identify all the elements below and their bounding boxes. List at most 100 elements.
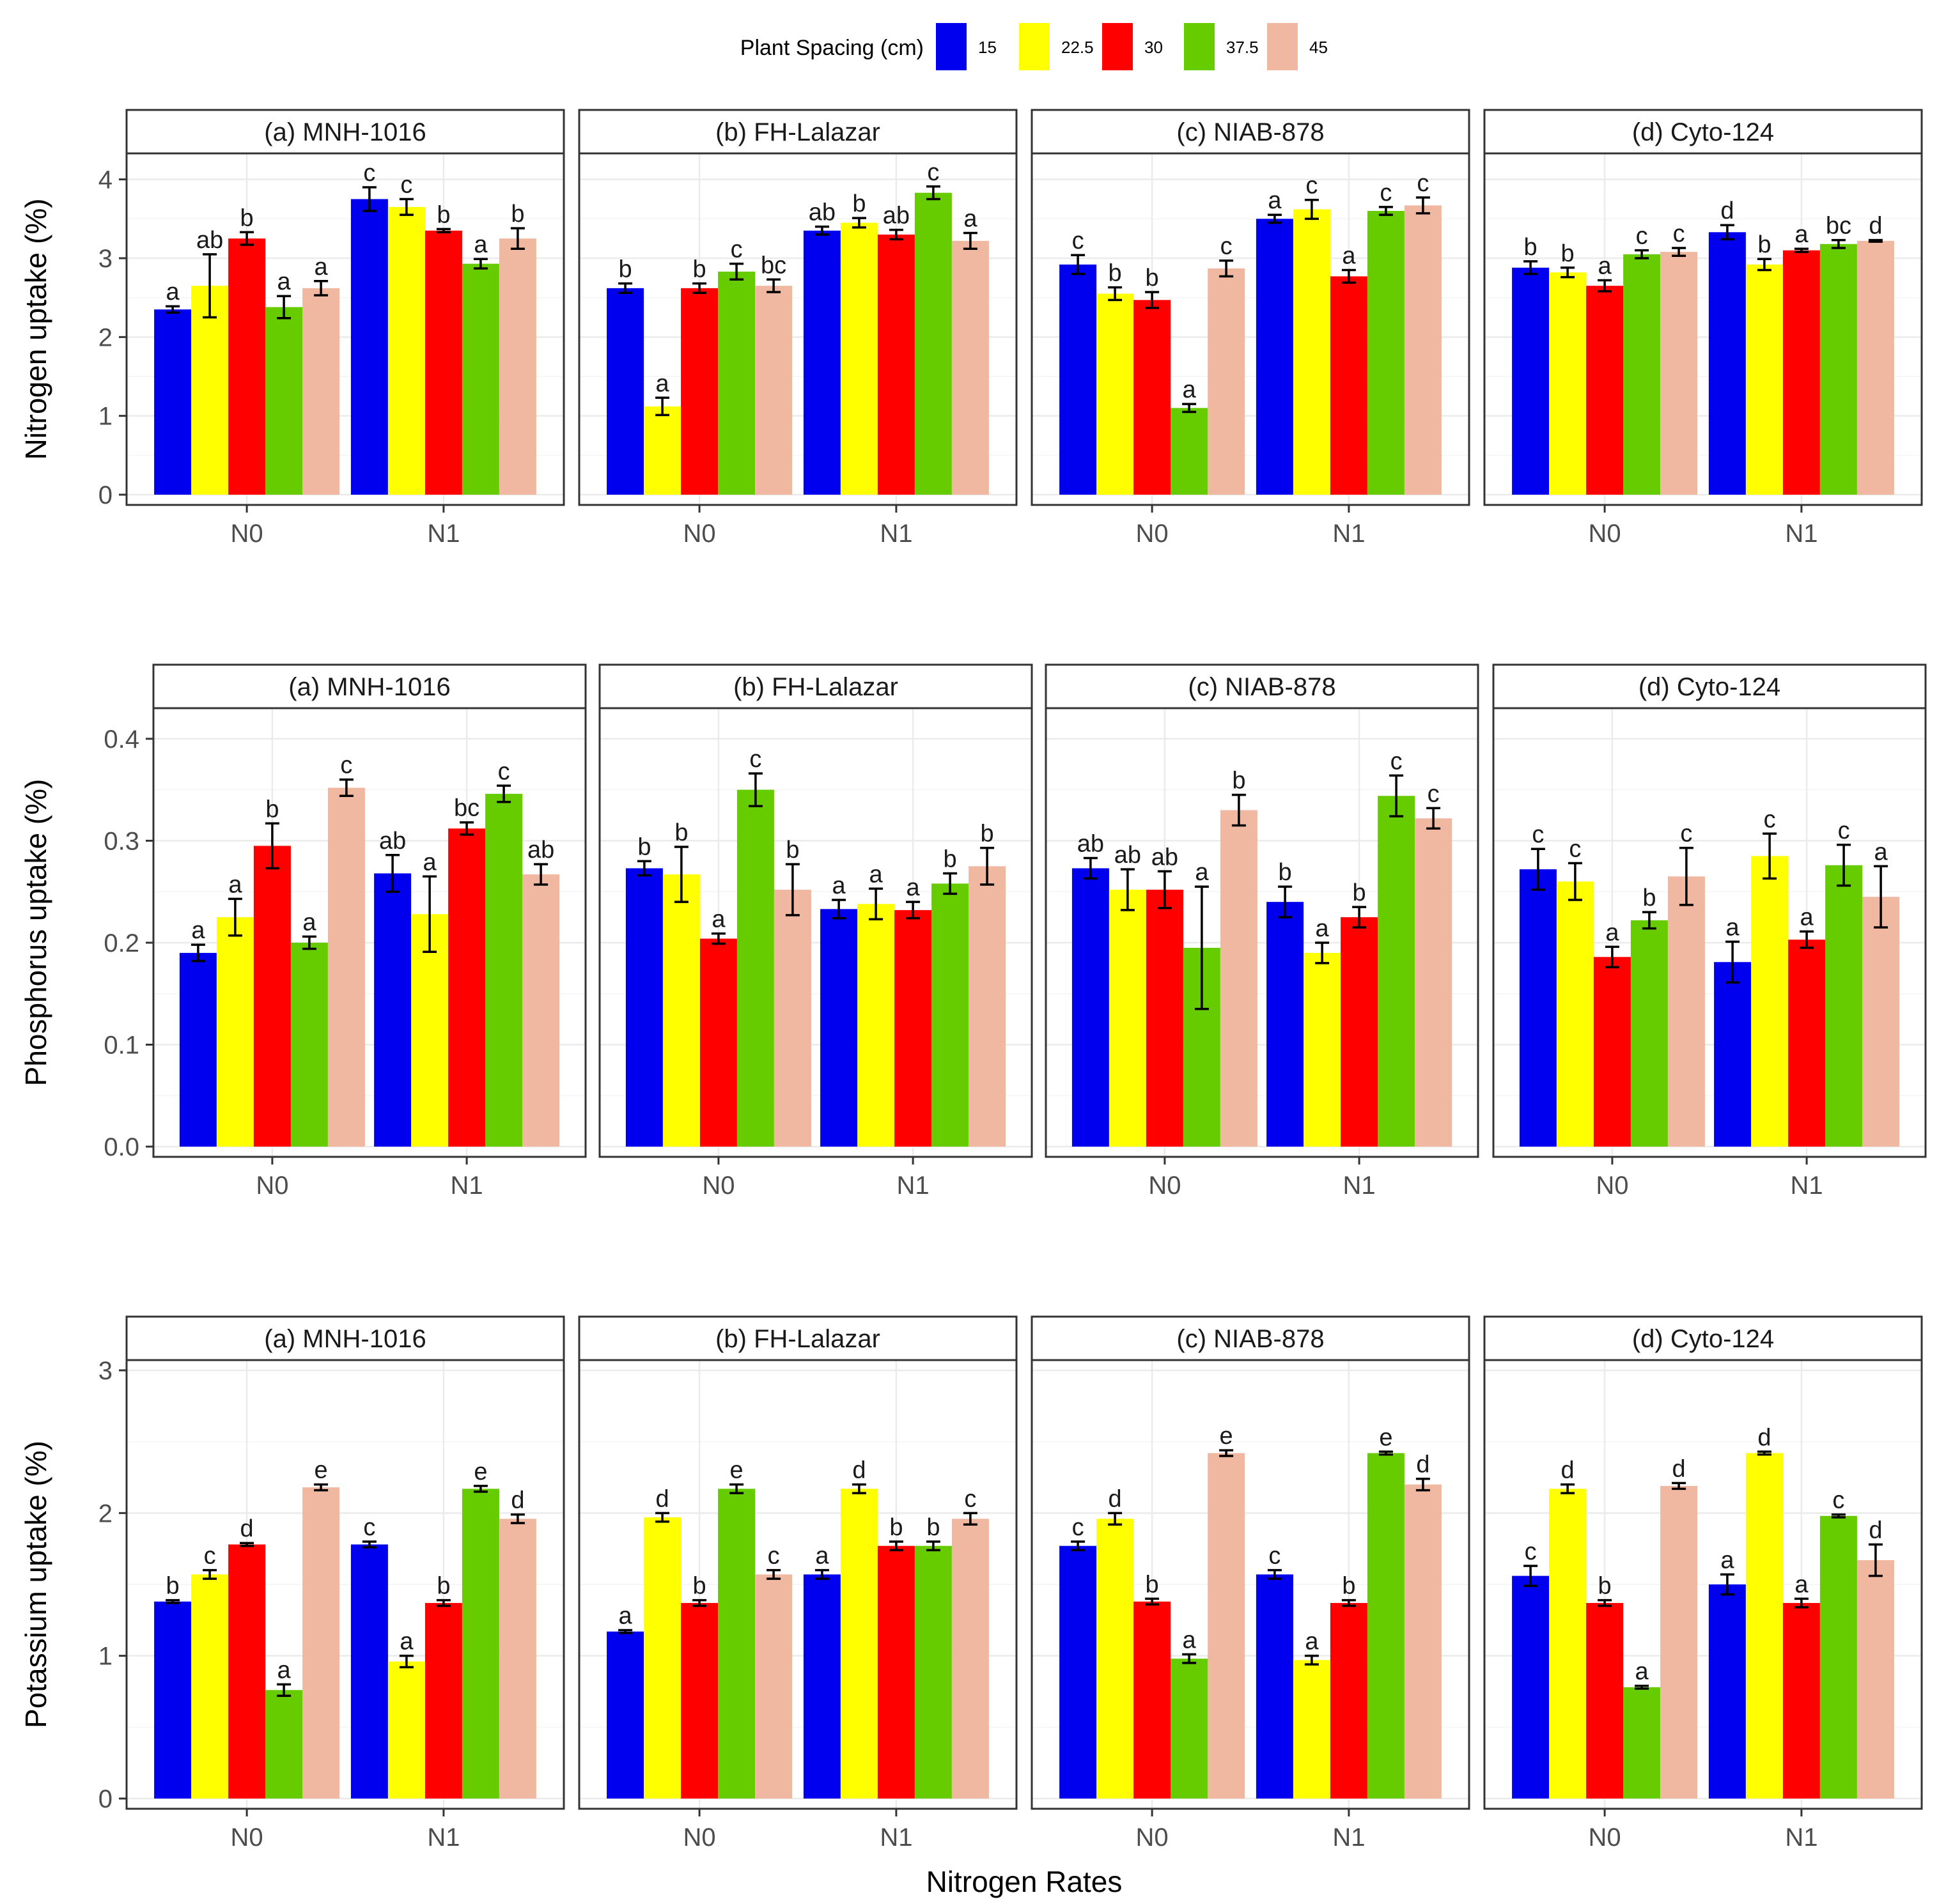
sig-letter-0-0-1-0: c: [363, 160, 375, 187]
sig-letter-0-1-1-3: c: [927, 159, 939, 186]
sig-letter-2-0-1-2: b: [437, 1573, 450, 1600]
sig-letter-0-1-0-3: c: [731, 236, 743, 263]
sig-letter-2-3-0-2: b: [1598, 1573, 1612, 1600]
x-tick-label-1-0-1: N1: [451, 1172, 483, 1200]
bar-2-3-1-0: [1708, 1584, 1746, 1799]
legend-key-1: [1019, 23, 1050, 70]
bar-2-1-1-1: [840, 1489, 878, 1799]
sig-letter-2-3-0-3: a: [1635, 1659, 1649, 1685]
legend-label-3: 37.5: [1226, 38, 1259, 57]
panel-strip-1-1: [598, 663, 1033, 709]
bar-2-0-0-0: [154, 1601, 192, 1799]
sig-letter-1-1-1-0: a: [832, 872, 846, 899]
sig-letter-0-2-1-4: c: [1417, 170, 1429, 197]
panel-strip-2-2: [1031, 1315, 1470, 1361]
sig-letter-0-1-1-4: a: [963, 206, 977, 233]
panel-border-2-0: [125, 1359, 565, 1810]
sig-letter-0-2-0-2: b: [1146, 265, 1159, 291]
bar-0-3-0-2: [1586, 286, 1624, 495]
bar-2-3-1-1: [1745, 1453, 1783, 1799]
panel-title-0-0: (a) MNH-1016: [264, 118, 426, 146]
bar-0-1-0-2: [681, 288, 719, 495]
sig-letter-1-1-1-1: a: [869, 861, 883, 888]
sig-letter-0-0-1-2: b: [437, 201, 450, 228]
y-tick-label-0-1: 1: [98, 403, 113, 431]
sig-letter-2-2-1-2: b: [1342, 1573, 1355, 1600]
bar-2-3-0-3: [1623, 1687, 1661, 1799]
sig-letter-0-2-1-3: c: [1380, 180, 1392, 206]
sig-letter-2-0-1-4: d: [511, 1487, 524, 1514]
sig-letter-1-3-1-4: a: [1874, 839, 1888, 865]
sig-letter-1-1-1-4: b: [981, 821, 994, 848]
bar-2-2-1-2: [1330, 1603, 1367, 1799]
x-tick-label-2-2-0: N0: [1136, 1823, 1169, 1852]
sig-letter-1-2-0-4: b: [1232, 768, 1245, 794]
bar-0-0-1-4: [499, 238, 536, 495]
sig-letter-0-2-0-3: a: [1183, 376, 1197, 403]
sig-letter-1-3-0-3: b: [1642, 885, 1656, 911]
sig-letter-0-3-0-3: c: [1636, 223, 1648, 250]
sig-letter-0-0-0-0: a: [166, 279, 180, 306]
bar-2-2-0-4: [1208, 1453, 1245, 1799]
x-tick-label-0-2-0: N0: [1136, 520, 1169, 548]
bar-2-2-1-0: [1256, 1574, 1293, 1799]
y-tick-label-0-0: 0: [98, 481, 113, 509]
panel-title-2-3: (d) Cyto-124: [1632, 1325, 1774, 1353]
sig-letter-2-2-0-2: b: [1146, 1571, 1159, 1598]
panel-border-1-0: [152, 707, 587, 1158]
bar-1-1-0-0: [625, 868, 663, 1147]
y-tick-label-1-2: 0.2: [104, 929, 139, 957]
sig-letter-1-0-0-2: b: [265, 796, 279, 823]
bar-1-0-0-3: [290, 942, 328, 1147]
y-tick-label-0-2: 2: [98, 323, 113, 352]
y-axis-title-1: Phosphorus uptake (%): [19, 779, 52, 1087]
sig-letter-2-3-1-1: d: [1757, 1424, 1771, 1451]
bar-0-1-1-0: [803, 230, 841, 495]
bar-2-3-1-4: [1856, 1560, 1894, 1799]
bar-2-2-0-3: [1171, 1659, 1208, 1799]
sig-letter-1-2-1-4: c: [1428, 780, 1440, 807]
sig-letter-0-0-1-3: a: [474, 231, 488, 258]
panel-title-2-0: (a) MNH-1016: [264, 1325, 426, 1353]
sig-letter-0-1-0-4: bc: [761, 252, 786, 279]
x-tick-label-1-2-0: N0: [1148, 1172, 1181, 1200]
bar-2-0-1-2: [424, 1603, 462, 1799]
x-tick-label-2-3-0: N0: [1589, 1823, 1621, 1852]
bar-1-0-1-4: [522, 874, 560, 1147]
panel-border-0-1: [578, 152, 1018, 506]
panel-strip-2-1: [578, 1315, 1018, 1361]
x-axis-title: Nitrogen Rates: [926, 1865, 1123, 1898]
bar-2-0-0-4: [302, 1487, 340, 1799]
bar-0-2-1-0: [1256, 219, 1293, 495]
bar-1-2-1-4: [1415, 818, 1452, 1147]
sig-letter-0-1-1-2: ab: [883, 203, 910, 229]
legend-label-0: 15: [978, 38, 997, 57]
panel-title-0-3: (d) Cyto-124: [1632, 118, 1774, 146]
sig-letter-2-1-1-4: c: [964, 1485, 976, 1512]
sig-letter-2-1-1-2: b: [889, 1514, 903, 1541]
bar-2-3-0-2: [1586, 1603, 1624, 1799]
sig-letter-2-0-1-3: e: [474, 1459, 487, 1485]
sig-letter-1-2-0-2: ab: [1151, 844, 1178, 871]
bar-2-2-1-4: [1404, 1484, 1442, 1799]
bar-0-1-0-3: [718, 271, 756, 495]
panel-border-2-3: [1483, 1359, 1923, 1810]
panel-border-2-2: [1031, 1359, 1470, 1810]
bar-1-2-0-0: [1071, 868, 1109, 1147]
sig-letter-1-3-1-1: c: [1764, 806, 1776, 833]
x-tick-label-2-0-1: N1: [427, 1823, 460, 1852]
bar-1-3-0-3: [1630, 920, 1668, 1147]
sig-letter-2-0-0-2: d: [240, 1515, 254, 1542]
bar-0-2-1-4: [1404, 205, 1442, 495]
panel-strip-0-1: [578, 109, 1018, 155]
bar-2-0-0-2: [228, 1544, 266, 1799]
sig-letter-1-1-1-2: a: [907, 874, 921, 901]
sig-letter-0-2-1-1: c: [1305, 173, 1318, 199]
bar-2-0-1-1: [387, 1661, 425, 1799]
panel-border-0-0: [125, 152, 565, 506]
bar-0-2-1-2: [1330, 276, 1367, 495]
sig-letter-2-0-1-1: a: [400, 1629, 414, 1655]
